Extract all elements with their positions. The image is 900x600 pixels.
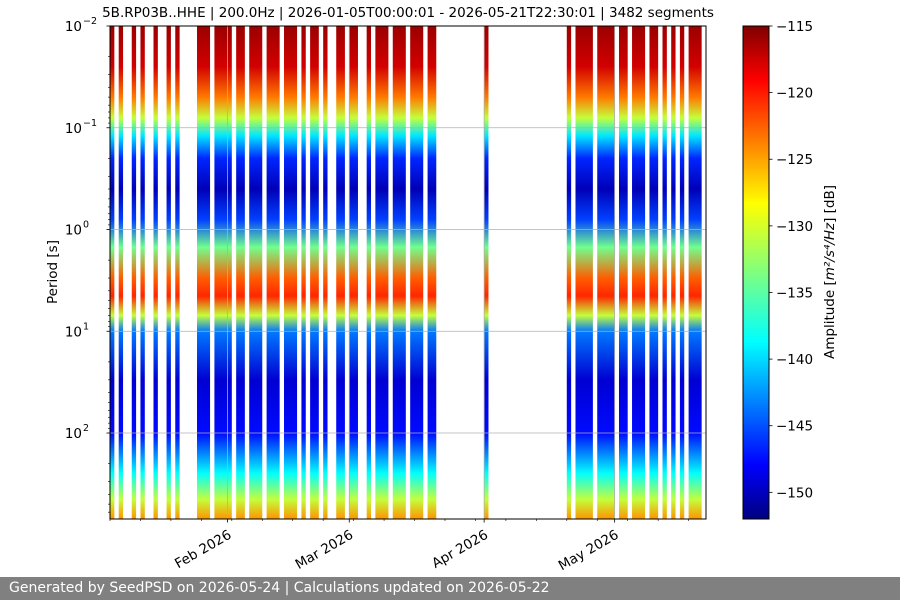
data-segment-4 xyxy=(153,26,158,519)
data-segment-1 xyxy=(118,26,124,519)
spectrogram-data xyxy=(110,26,702,519)
data-segment-6 xyxy=(175,26,180,519)
data-segment-31 xyxy=(671,26,676,519)
y-axis-label: Period [s] xyxy=(45,240,61,304)
data-segment-21 xyxy=(410,26,424,519)
data-segment-10 xyxy=(249,26,263,519)
y-tick-exponent-1: −1 xyxy=(83,118,97,129)
data-segment-13 xyxy=(301,26,306,519)
data-segment-25 xyxy=(575,26,593,519)
data-segment-14 xyxy=(310,26,319,519)
data-segment-32 xyxy=(679,26,685,519)
colorbar-tick-label-2: −125 xyxy=(776,152,813,168)
x-tick-label-2: Apr 2026 xyxy=(429,527,491,572)
y-tick-exponent-0: −2 xyxy=(83,16,97,27)
y-tick-label-4: 10 xyxy=(65,426,82,442)
colorbar-tick-label-6: −145 xyxy=(776,419,813,435)
data-segment-5 xyxy=(166,26,171,519)
colorbar-tick-label-7: −150 xyxy=(776,485,813,501)
colorbar-tick-label-4: −135 xyxy=(776,285,813,301)
colorbar-label-prefix: Amplitude [ xyxy=(822,280,838,359)
colorbar-axis: −115 −120 −125 −130 −135 −140 −145 −150 xyxy=(769,19,813,501)
y-tick-exponent-4: 2 xyxy=(83,423,89,434)
data-segment-22 xyxy=(427,26,437,519)
data-segment-0 xyxy=(110,26,115,519)
x-tick-label-1: Mar 2026 xyxy=(293,527,357,573)
data-segment-33 xyxy=(688,26,702,519)
x-tick-label-3: May 2026 xyxy=(556,527,622,574)
data-segment-19 xyxy=(375,26,389,519)
colorbar-label: Amplitude [m²/s⁴/Hz] [dB] xyxy=(822,185,838,359)
colorbar-tick-label-0: −115 xyxy=(776,19,813,35)
data-segment-16 xyxy=(336,26,345,519)
data-segment-8 xyxy=(214,26,232,519)
data-segment-17 xyxy=(349,26,358,519)
colorbar-tick-label-5: −140 xyxy=(776,352,813,368)
data-segment-2 xyxy=(131,26,137,519)
colorbar-tick-label-3: −130 xyxy=(776,219,813,235)
data-segment-27 xyxy=(618,26,628,519)
data-segment-3 xyxy=(140,26,145,519)
x-axis: Feb 2026 Mar 2026 Apr 2026 May 2026 xyxy=(172,519,621,574)
plot-frame xyxy=(109,25,707,520)
data-segment-7 xyxy=(197,26,211,519)
x-tick-label-0: Feb 2026 xyxy=(172,527,234,572)
y-axis-minor-ticks xyxy=(108,56,110,513)
data-segment-11 xyxy=(266,26,280,519)
data-segment-20 xyxy=(392,26,406,519)
footer-text: Generated by SeedPSD on 2026-05-24 | Cal… xyxy=(9,580,550,596)
colorbar-tick-label-1: −120 xyxy=(776,86,813,102)
y-tick-label-0: 10 xyxy=(65,19,82,35)
colorbar-label-math: m²/s⁴/Hz xyxy=(822,222,838,280)
x-axis-minor-ticks xyxy=(109,519,689,521)
colorbar xyxy=(742,25,770,520)
y-tick-exponent-3: 1 xyxy=(83,321,89,332)
footer-bar: Generated by SeedPSD on 2026-05-24 | Cal… xyxy=(0,577,900,600)
data-segment-24 xyxy=(566,26,572,519)
data-segment-23 xyxy=(484,26,489,519)
grid xyxy=(110,25,706,519)
data-segment-28 xyxy=(632,26,646,519)
data-segment-15 xyxy=(323,26,328,519)
data-segment-12 xyxy=(284,26,298,519)
y-tick-label-3: 10 xyxy=(65,324,82,340)
colorbar-label-suffix: ] [dB] xyxy=(822,185,838,223)
data-segment-9 xyxy=(236,26,245,519)
data-segment-18 xyxy=(366,26,372,519)
y-tick-exponent-2: 0 xyxy=(83,220,89,231)
y-tick-label-2: 10 xyxy=(65,223,82,239)
data-segment-30 xyxy=(662,26,667,519)
data-segment-29 xyxy=(649,26,659,519)
chart-title: 5B.RP03B..HHE | 200.0Hz | 2026-01-05T00:… xyxy=(102,5,714,21)
y-tick-label-1: 10 xyxy=(65,121,82,137)
data-segment-26 xyxy=(597,26,615,519)
